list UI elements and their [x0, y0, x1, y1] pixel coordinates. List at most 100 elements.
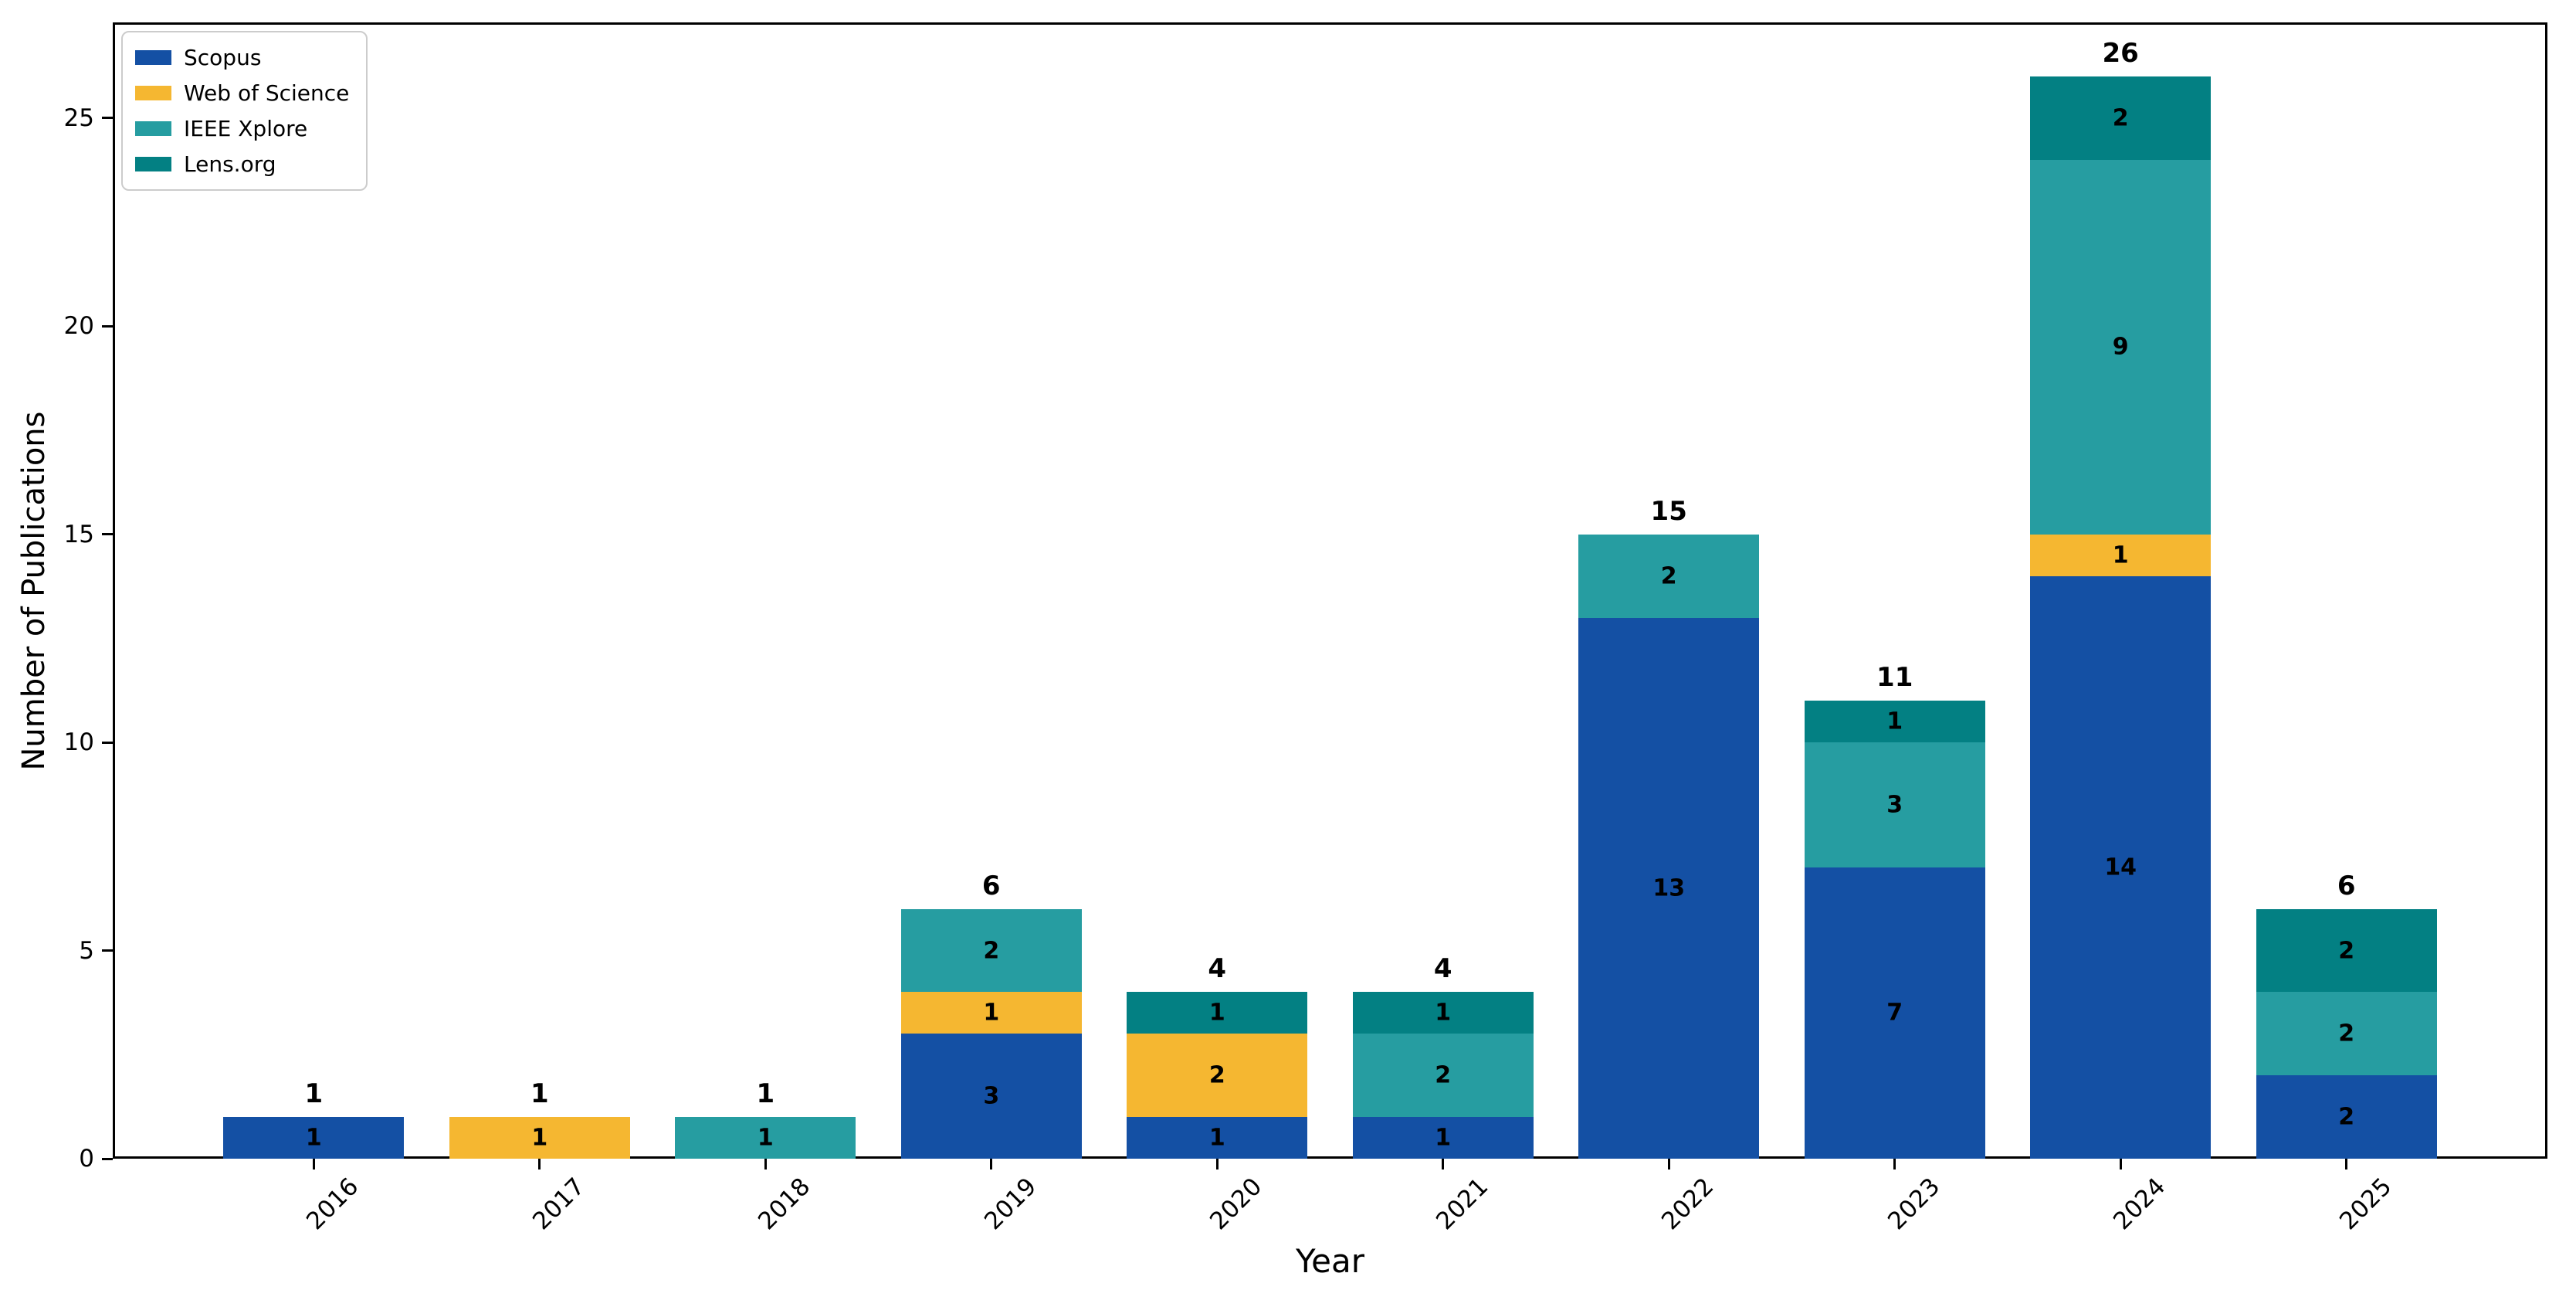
- legend-label: Scopus: [184, 45, 262, 70]
- bar-segment-scopus-2020: [1127, 1117, 1308, 1159]
- y-tick-label: 0: [79, 1145, 94, 1173]
- y-tick-mark: [102, 117, 113, 120]
- legend-label: IEEE Xplore: [184, 116, 308, 141]
- bar-segment-ieee-xplore-2018: [675, 1117, 856, 1159]
- bar-segment-value: 7: [1886, 999, 1903, 1027]
- bar-segment-scopus-2025: [2256, 1075, 2437, 1159]
- bar-segment-value: 2: [2338, 1020, 2355, 1047]
- bar-segment-value: 2: [2112, 104, 2129, 132]
- bar-total-label: 4: [1433, 953, 1452, 985]
- y-tick-mark: [102, 949, 113, 952]
- y-tick-label: 5: [79, 936, 94, 965]
- x-tick-label-2016: 2016: [301, 1173, 364, 1236]
- bar-segment-scopus-2019: [900, 1034, 1082, 1159]
- bar-segment-web-of-science-2019: [900, 992, 1082, 1034]
- bar-segment-value: 3: [983, 1082, 1000, 1110]
- legend-swatch-icon: [135, 157, 171, 171]
- bar-segment-ieee-xplore-2024: [2030, 159, 2212, 535]
- bar-segment-scopus-2023: [1804, 867, 1985, 1159]
- x-tick-label-2017: 2017: [527, 1173, 591, 1236]
- bar-segment-value: 1: [757, 1124, 774, 1152]
- bar-segment-value: 1: [983, 999, 1000, 1027]
- bar-segment-value: 1: [1435, 999, 1452, 1027]
- legend-swatch-icon: [135, 121, 171, 136]
- legend-swatch-icon: [135, 50, 171, 65]
- bar-total-label: 11: [1876, 662, 1913, 694]
- x-tick-mark: [1667, 1159, 1670, 1169]
- x-tick-label-2025: 2025: [2334, 1173, 2398, 1236]
- bar-total-label: 15: [1650, 495, 1687, 527]
- bar-total-label: 1: [530, 1078, 549, 1110]
- bar-total-label: 6: [2337, 870, 2356, 901]
- x-tick-mark: [1215, 1159, 1219, 1169]
- x-tick-mark: [2345, 1159, 2348, 1169]
- x-tick-mark: [538, 1159, 541, 1169]
- bar-segment-lens-org-2021: [1352, 992, 1534, 1034]
- bar-segment-value: 2: [1660, 562, 1677, 590]
- bar-segment-value: 1: [1208, 1124, 1225, 1152]
- y-tick-mark: [102, 1157, 113, 1160]
- legend-item-scopus: Scopus: [135, 45, 349, 70]
- legend-item-ieee-xplore: IEEE Xplore: [135, 116, 349, 141]
- bar-segment-value: 2: [2338, 937, 2355, 965]
- x-tick-mark: [990, 1159, 993, 1169]
- bar-segment-ieee-xplore-2022: [1578, 534, 1760, 618]
- bar-segment-ieee-xplore-2019: [900, 908, 1082, 993]
- y-tick-label: 10: [63, 728, 94, 757]
- bar-segment-scopus-2021: [1352, 1117, 1534, 1159]
- bar-total-label: 4: [1208, 953, 1227, 985]
- bar-segment-lens-org-2020: [1127, 992, 1308, 1034]
- bar-segment-lens-org-2025: [2256, 908, 2437, 993]
- bar-segment-value: 1: [1435, 1124, 1452, 1152]
- y-axis-title: Number of Publications: [16, 410, 52, 771]
- y-tick-label: 20: [63, 312, 94, 341]
- bar-segment-web-of-science-2024: [2030, 534, 2212, 576]
- y-tick-label: 15: [63, 520, 94, 548]
- y-tick-mark: [102, 533, 113, 536]
- legend-item-web-of-science: Web of Science: [135, 80, 349, 106]
- legend-label: Lens.org: [184, 151, 276, 177]
- x-tick-label-2018: 2018: [753, 1173, 816, 1236]
- x-tick-mark: [2119, 1159, 2122, 1169]
- bar-segment-value: 1: [1208, 999, 1225, 1027]
- x-tick-label-2021: 2021: [1430, 1173, 1494, 1236]
- bar-segment-value: 2: [1435, 1061, 1452, 1089]
- bar-segment-ieee-xplore-2023: [1804, 742, 1985, 867]
- bar-segment-lens-org-2023: [1804, 701, 1985, 743]
- bar-segment-value: 2: [983, 937, 1000, 965]
- x-axis-title: Year: [1296, 1242, 1364, 1280]
- bar-total-label: 1: [756, 1078, 775, 1110]
- y-tick-mark: [102, 741, 113, 744]
- bar-total-label: 6: [981, 870, 1001, 901]
- bar-segment-scopus-2024: [2030, 575, 2212, 1159]
- bar-segment-value: 1: [1886, 708, 1903, 735]
- bar-segment-lens-org-2024: [2030, 76, 2212, 160]
- bar-segment-value: 2: [2338, 1103, 2355, 1131]
- bar-segment-value: 1: [305, 1124, 322, 1152]
- bar-segment-web-of-science-2020: [1127, 1034, 1308, 1118]
- bar-segment-web-of-science-2017: [449, 1117, 630, 1159]
- x-tick-label-2019: 2019: [978, 1173, 1042, 1236]
- bar-segment-value: 14: [2104, 854, 2137, 881]
- bar-segment-value: 1: [531, 1124, 548, 1152]
- y-tick-mark: [102, 324, 113, 328]
- y-tick-label: 25: [63, 104, 94, 132]
- legend-swatch-icon: [135, 86, 171, 100]
- bar-segment-scopus-2022: [1578, 617, 1760, 1159]
- bar-total-label: 1: [304, 1078, 324, 1110]
- legend-label: Web of Science: [184, 80, 350, 106]
- bar-segment-value: 13: [1652, 874, 1686, 902]
- bar-segment-ieee-xplore-2025: [2256, 992, 2437, 1076]
- bar-segment-value: 9: [2112, 333, 2129, 361]
- x-tick-label-2023: 2023: [1882, 1173, 1946, 1236]
- x-tick-label-2022: 2022: [1656, 1173, 1720, 1236]
- legend: Scopus Web of Science IEEE Xplore Lens.org: [121, 31, 368, 191]
- bar-segment-ieee-xplore-2021: [1352, 1034, 1534, 1118]
- x-tick-mark: [1442, 1159, 1445, 1169]
- x-tick-mark: [764, 1159, 767, 1169]
- x-tick-mark: [1893, 1159, 1896, 1169]
- x-tick-label-2024: 2024: [2108, 1173, 2171, 1236]
- legend-item-lens-org: Lens.org: [135, 151, 349, 177]
- bar-segment-value: 1: [2112, 541, 2129, 569]
